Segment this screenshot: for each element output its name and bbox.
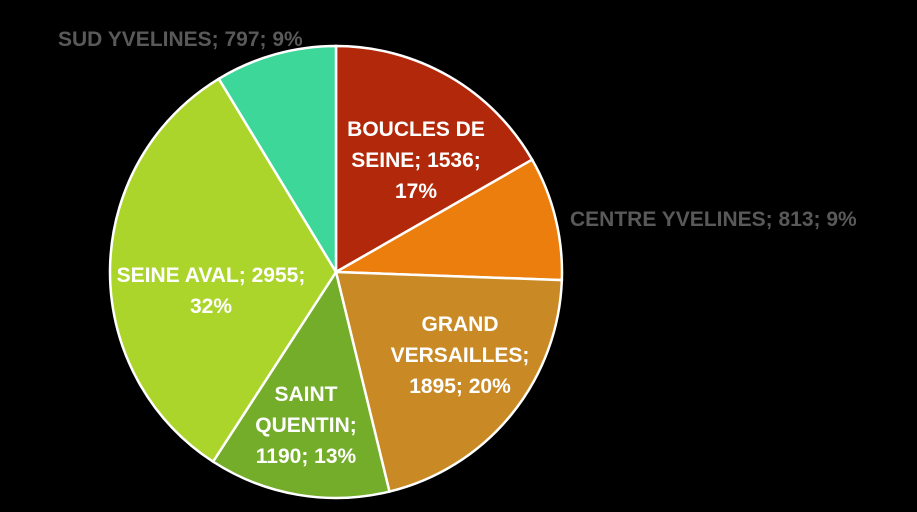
pie-slice-sud-yvelines <box>217 44 338 277</box>
pie-slice-centre-yvelines <box>331 157 564 282</box>
data-label-line: QUENTIN; <box>255 414 357 437</box>
data-label-seine-aval: SEINE AVAL; 2955; 32% <box>117 264 306 318</box>
data-label-line: 17% <box>395 180 437 203</box>
data-label-line: SEINE; 1536; <box>351 149 481 172</box>
data-label-line: GRAND <box>422 313 499 336</box>
pie-labels: BOUCLES DE SEINE; 1536; 17% CENTRE YVELINES… <box>58 28 857 468</box>
pie-slice-seine-aval <box>108 77 338 464</box>
data-label-saint-quentin: SAINT QUENTIN; 1190; 13% <box>255 383 357 468</box>
data-label-sud-yvelines: SUD YVELINES; 797; 9% <box>58 28 303 51</box>
data-label-line: 1190; 13% <box>256 445 357 468</box>
data-label-line: SEINE AVAL; 2955; <box>117 264 306 287</box>
pie-slice-boucles-de-seine <box>334 44 534 275</box>
data-label-line: BOUCLES DE <box>347 118 485 141</box>
data-label-line: VERSAILLES; <box>391 344 530 367</box>
data-label-line: SAINT <box>275 383 338 406</box>
data-label-line: CENTRE YVELINES; 813; 9% <box>570 208 857 231</box>
data-label-boucles-de-seine: BOUCLES DE SEINE; 1536; 17% <box>347 118 485 203</box>
data-label-centre-yvelines: CENTRE YVELINES; 813; 9% <box>570 208 857 231</box>
data-label-line: SUD YVELINES; 797; 9% <box>58 28 303 51</box>
pie-slice-grand-versailles <box>334 270 564 494</box>
pie-slices <box>108 44 564 500</box>
pie-slice-saint-quentin <box>211 268 391 500</box>
data-label-line: 32% <box>190 295 232 318</box>
data-label-grand-versailles: GRAND VERSAILLES; 1895; 20% <box>391 313 530 398</box>
data-label-line: 1895; 20% <box>409 375 511 398</box>
